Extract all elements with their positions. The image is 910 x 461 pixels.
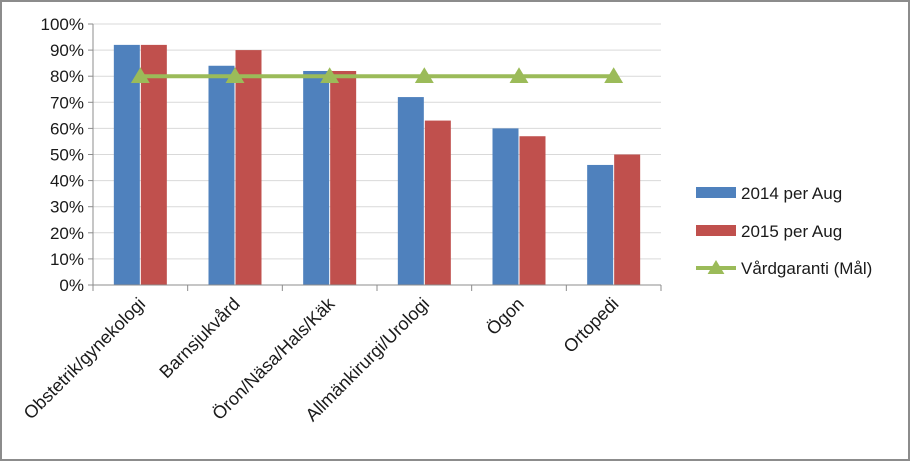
bar [235, 50, 262, 285]
bar [330, 70, 357, 285]
y-axis: 0% 10% 20% 30% 40% 50% 60% 70% 80% 90% 100% [41, 15, 94, 295]
y-tick-label: 20% [50, 224, 84, 243]
goal-marker [414, 67, 434, 83]
legend-label: 2015 per Aug [741, 222, 842, 241]
x-tick-label: Barnsjukvård [155, 294, 243, 382]
y-tick-label: 100% [41, 15, 84, 34]
legend-swatch [696, 225, 736, 236]
legend-label: Vårdgaranti (Mål) [741, 259, 872, 278]
bar [587, 164, 614, 285]
grid-lines [93, 23, 661, 260]
goal-marker [604, 67, 624, 83]
goal-line [130, 67, 624, 83]
legend-swatch [696, 187, 736, 198]
bar [519, 136, 546, 285]
y-tick-label: 60% [50, 119, 84, 138]
y-tick-label: 50% [50, 146, 84, 165]
bars [113, 44, 641, 285]
x-tick-label: Ögon [483, 294, 528, 339]
bar [113, 44, 140, 285]
x-tick-label: Ortopedi [560, 294, 623, 357]
y-tick-label: 80% [50, 67, 84, 86]
y-tick-label: 70% [50, 93, 84, 112]
y-tick-label: 0% [59, 276, 84, 295]
bar [614, 154, 641, 285]
goal-marker [130, 67, 150, 83]
bar [492, 128, 519, 285]
bar [397, 97, 424, 285]
legend-marker [707, 260, 725, 274]
goal-marker [320, 67, 340, 83]
x-tick-label: Obstetrik/gynekologi [20, 294, 149, 423]
y-tick-label: 90% [50, 41, 84, 60]
bar [424, 120, 451, 285]
bar [303, 70, 330, 285]
y-tick-label: 30% [50, 198, 84, 217]
y-tick-label: 40% [50, 172, 84, 191]
x-axis: Obstetrik/gynekologi BarnsjukvårdÖron/Näs… [20, 284, 662, 425]
legend-label: 2014 per Aug [741, 184, 842, 203]
bar [208, 65, 235, 285]
legend: 2014 per Aug 2015 per Aug Vårdgaranti (Mål… [696, 184, 872, 278]
bar [140, 44, 167, 285]
goal-marker [225, 67, 245, 83]
goal-marker [509, 67, 529, 83]
y-tick-label: 10% [50, 250, 84, 269]
